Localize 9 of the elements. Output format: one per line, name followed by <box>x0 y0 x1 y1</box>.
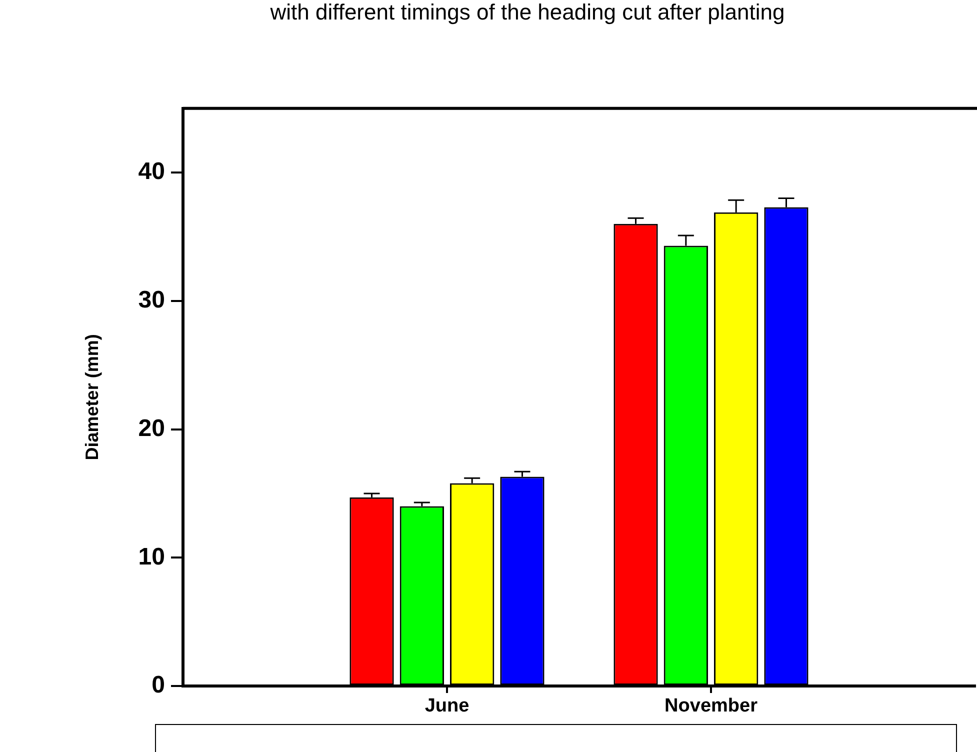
chart-title: with different timings of the heading cut after planting <box>269 0 785 24</box>
y-tick-label: 40 <box>138 158 165 186</box>
y-tick-label: 20 <box>138 414 165 442</box>
y-tick-label: 10 <box>138 543 165 570</box>
y-axis-title: Diameter (mm) <box>82 334 102 460</box>
x-tick-label: June <box>424 696 470 717</box>
y-tick-label: 30 <box>138 286 165 314</box>
y-tick-label: 0 <box>152 672 165 699</box>
x-tick-label: November <box>664 696 758 717</box>
